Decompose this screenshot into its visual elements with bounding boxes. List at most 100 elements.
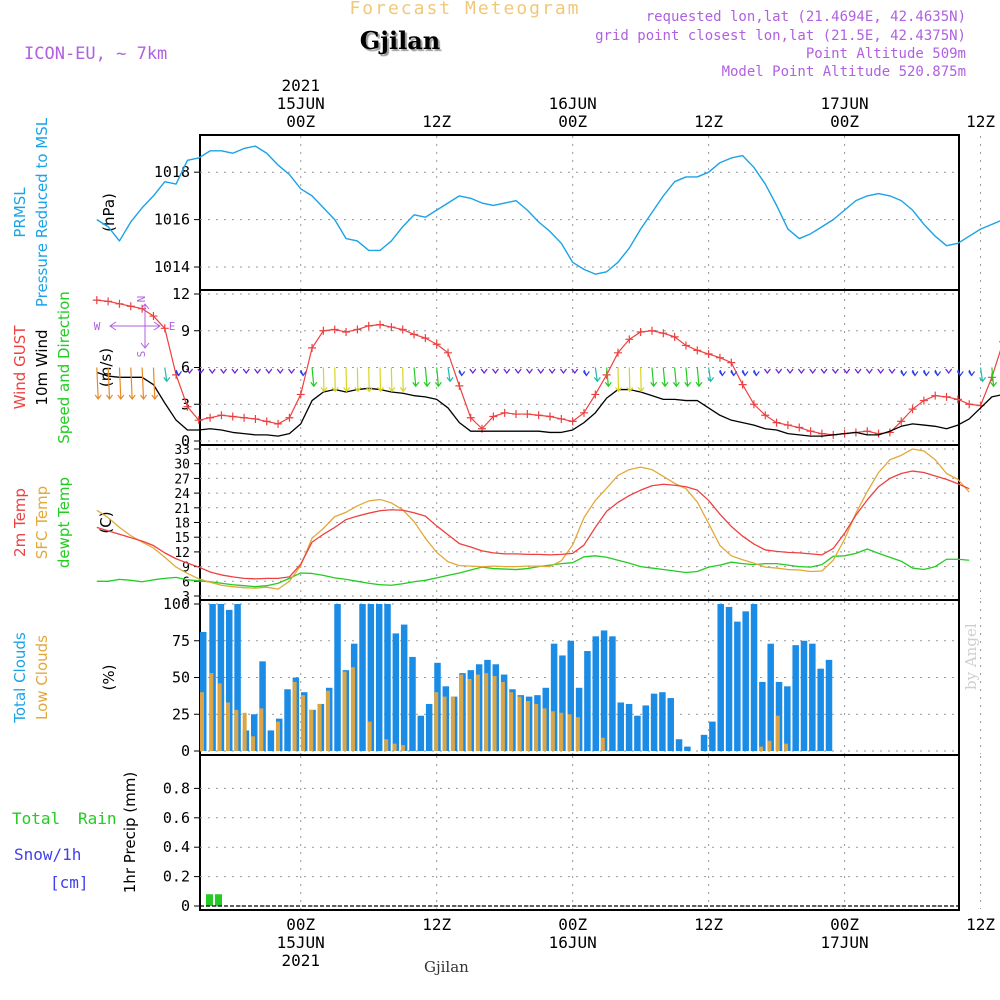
gust-marker <box>942 392 951 401</box>
total-cloud-bar <box>234 604 241 751</box>
wind-arrow <box>343 367 351 393</box>
panel-label-pressure: PRMSL <box>11 187 29 238</box>
low-cloud-bar <box>517 696 522 751</box>
gust-marker <box>308 343 317 352</box>
low-cloud-bar <box>200 692 204 751</box>
wind-arrow <box>525 368 533 375</box>
y-tick-label: 100 <box>163 595 190 613</box>
point-altitude: Point Altitude 509m <box>805 46 966 62</box>
y-tick-label: 0.2 <box>163 868 190 886</box>
low-cloud-bar <box>434 692 439 751</box>
gust-marker <box>376 320 385 329</box>
wind-arrow <box>763 368 771 375</box>
gust-marker <box>591 390 600 399</box>
y-tick-label: 0 <box>181 432 190 450</box>
wind-arrow <box>775 368 783 375</box>
wind-arrow <box>310 367 318 388</box>
wind-arrow <box>331 367 339 393</box>
product-title: Forecast Meteogram <box>349 0 581 19</box>
y-tick-label: 18 <box>174 517 190 532</box>
total-cloud-bar <box>650 693 658 751</box>
gust-marker <box>693 346 702 355</box>
footer-place: Gjilan <box>424 958 469 976</box>
wind-arrow <box>175 369 182 377</box>
gridpoint-coords: grid point closest lon,lat (21.5E, 42.43… <box>595 28 966 44</box>
panel-label-wind: (m/s) <box>97 348 115 387</box>
y-tick-label: 3 <box>181 395 190 413</box>
total-cloud-bar <box>700 734 708 751</box>
total-cloud-bar <box>725 606 733 751</box>
gust-marker <box>296 390 305 399</box>
low-cloud-bar <box>292 681 297 751</box>
gust-marker <box>387 323 396 332</box>
gust-marker <box>285 413 294 422</box>
rain-bar <box>206 894 213 906</box>
wind-arrow <box>163 367 171 383</box>
low-cloud-bar <box>442 696 447 751</box>
low-cloud-bar <box>784 743 789 751</box>
time-day-label: 17JUN <box>820 933 868 952</box>
total-cloud-bar <box>734 621 741 751</box>
y-tick-label: 0.4 <box>163 838 190 856</box>
time-hour-label: 12Z <box>966 112 995 131</box>
wind-arrow <box>593 367 601 383</box>
time-hour-label: 12Z <box>422 915 451 934</box>
wind-arrow <box>650 367 658 388</box>
wind-arrow <box>469 368 477 375</box>
y-tick-label: 27 <box>174 472 190 487</box>
total-cloud-bar <box>825 659 833 751</box>
y-tick-label: 12 <box>172 285 190 303</box>
wind-arrow <box>582 369 590 377</box>
low-cloud-bar <box>475 674 480 751</box>
wind-arrow <box>854 368 862 375</box>
gust-marker <box>897 417 906 426</box>
total-cloud-bar <box>217 604 225 751</box>
total-cloud-bar <box>750 604 758 751</box>
model-label: ICON-EU, ~ 7km <box>24 44 168 64</box>
low-cloud-bar <box>500 681 505 751</box>
gust-marker <box>432 340 441 349</box>
low-cloud-bar <box>325 690 330 751</box>
total-cloud-bar <box>550 643 558 751</box>
y-tick-label: 1018 <box>154 163 190 181</box>
gust-marker <box>126 302 135 311</box>
gust-marker <box>115 299 124 308</box>
gust-marker <box>217 411 226 420</box>
y-tick-label: 75 <box>172 632 190 650</box>
model-altitude: Model Point Altitude 520.875m <box>721 64 966 80</box>
y-tick-label: 30 <box>174 458 190 473</box>
compass-n: N <box>135 296 148 303</box>
y-tick-label: 9 <box>181 322 190 340</box>
total-cloud-bar <box>759 681 766 751</box>
gust-marker <box>160 324 169 333</box>
gust-marker <box>489 412 498 421</box>
low-cloud-bar <box>225 702 230 751</box>
wind-arrow <box>615 367 622 393</box>
gust-marker <box>908 405 917 414</box>
wind-arrow <box>786 368 794 375</box>
total-cloud-bar <box>684 746 691 751</box>
gust-marker <box>398 325 407 334</box>
wind-arrow <box>265 368 273 375</box>
panel-label-wind: 10m Wind <box>33 329 51 405</box>
wind-arrow <box>514 368 522 375</box>
wind-arrow <box>900 369 908 377</box>
gust-marker <box>364 321 373 330</box>
y-tick-label: 9 <box>182 561 190 576</box>
gust-marker <box>636 327 645 336</box>
gust-marker <box>512 410 521 419</box>
total-cloud-bar <box>592 636 600 751</box>
wind-arrow <box>831 368 839 375</box>
wind-arrow <box>197 368 205 375</box>
low-cloud-bar <box>492 676 497 751</box>
wind-arrow <box>399 367 407 393</box>
wind-arrow <box>254 368 262 375</box>
wind-arrow <box>151 367 159 401</box>
total-cloud-bar <box>200 631 207 751</box>
wind-arrow <box>820 368 828 375</box>
compass-s: S <box>135 351 148 358</box>
low-cloud-bar <box>467 678 472 751</box>
time-day-label: 17JUN <box>820 94 868 113</box>
y-tick-label: 50 <box>172 669 190 687</box>
